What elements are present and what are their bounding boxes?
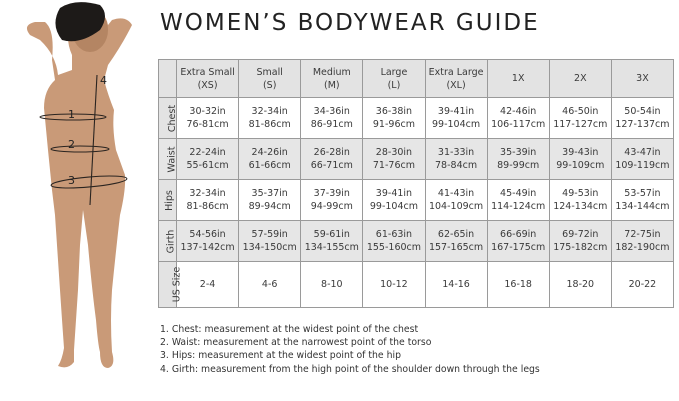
measurement-notes: 1. Chest: measurement at the widest poin…: [160, 323, 540, 376]
row-label: US Size: [158, 261, 182, 308]
table-cell: 28-30in 71-76cm: [362, 138, 426, 180]
table-cell: 32-34in 81-86cm: [175, 179, 240, 221]
marker-3: 3: [68, 174, 75, 187]
table-cell: 53-57in 134-144cm: [610, 179, 675, 221]
table-cell: 37-39in 94-99cm: [300, 179, 364, 221]
table-cell: 49-53in 124-134cm: [548, 179, 612, 221]
table-cell: 10-12: [362, 261, 426, 308]
note: 1. Chest: measurement at the widest poin…: [160, 324, 419, 335]
table-row-hips: Hips 32-34in 81-86cm 35-37in 89-94cm 37-39in 9…: [158, 179, 675, 221]
table-cell: 18-20: [548, 261, 612, 308]
table-cell: 4-6: [238, 261, 302, 308]
table-cell: 24-26in 61-66cm: [238, 138, 302, 180]
marker-1: 1: [68, 108, 75, 121]
note: 2. Waist: measurement at the narrowest p…: [160, 337, 432, 349]
hair: [55, 2, 105, 42]
table-cell: 35-37in 89-94cm: [238, 179, 302, 221]
table-cell: 22-24in 55-61cm: [175, 138, 240, 180]
table-cell: 39-43in 99-109cm: [548, 138, 612, 180]
row-label: Girth: [158, 220, 177, 262]
row-label: Waist: [158, 138, 177, 180]
measurement-lines: [39, 74, 128, 206]
table-cell: 8-10: [300, 261, 364, 308]
row-label: Hips: [158, 179, 177, 221]
table-cell: 42-46in 106-117cm: [486, 97, 550, 139]
row-label: Chest: [158, 97, 178, 139]
table-cell: 39-41in 99-104cm: [424, 97, 488, 139]
table-cell: 39-41in 99-104cm: [362, 179, 426, 221]
table-cell: 16-18: [486, 261, 550, 308]
table-cell: 32-34in 81-86cm: [238, 97, 302, 139]
header-row: Extra Small (XS) Small (S) Medium (M) Large…: [158, 59, 675, 98]
table-cell: 66-69in 167-175cm: [486, 220, 550, 262]
table-cell: 62-65in 157-165cm: [424, 220, 488, 262]
table-row-girth: Girth 54-56in 137-142cm 57-59in 134-150cm 59-…: [158, 220, 675, 262]
col-header: Medium (M): [300, 59, 364, 98]
table-cell: 45-49in 114-124cm: [486, 179, 550, 221]
col-header: 1X: [486, 59, 550, 98]
model-figure: 1 2 3 4: [26, 2, 133, 368]
marker-4: 4: [100, 74, 107, 87]
table-cell: 57-59in 134-150cm: [238, 220, 302, 262]
note: 4. Girth: measurement from the high poin…: [160, 363, 540, 375]
table-cell: 30-32in 76-81cm: [175, 97, 240, 139]
marker-2: 2: [68, 138, 75, 151]
table-cell: 46-50in 117-127cm: [548, 97, 612, 139]
col-header: Extra Small (XS): [175, 59, 240, 98]
corner-cell: [158, 59, 177, 98]
col-header: Small (S): [238, 59, 302, 98]
table-cell: 34-36in 86-91cm: [300, 97, 364, 139]
table-cell: 50-54in 127-137cm: [610, 97, 675, 139]
table-cell: 54-56in 137-142cm: [175, 220, 240, 262]
page-title: WOMEN’S BODYWEAR GUIDE: [160, 10, 540, 36]
table-cell: 61-63in 155-160cm: [362, 220, 426, 262]
size-chart-table: Extra Small (XS) Small (S) Medium (M) Large…: [158, 59, 675, 308]
col-header: 3X: [610, 59, 675, 98]
table-cell: 26-28in 66-71cm: [300, 138, 364, 180]
table-cell: 72-75in 182-190cm: [610, 220, 675, 262]
table-cell: 36-38in 91-96cm: [362, 97, 426, 139]
table-cell: 35-39in 89-99cm: [486, 138, 550, 180]
table-row-chest: Chest 30-32in 76-81cm 32-34in 81-86cm 34-36in…: [158, 97, 675, 139]
table-cell: 2-4: [175, 261, 240, 308]
table-row-waist: Waist 22-24in 55-61cm 24-26in 61-66cm 26-28in…: [158, 138, 675, 180]
table-cell: 41-43in 104-109cm: [424, 179, 488, 221]
table-cell: 20-22: [610, 261, 675, 308]
table-row-us-size: US Size 2-4 4-6 8-10 10-12 14-16 16-18 18-20 20-…: [158, 261, 675, 308]
col-header: 2X: [548, 59, 612, 98]
table-cell: 59-61in 134-155cm: [300, 220, 364, 262]
col-header: Extra Large (XL): [424, 59, 488, 98]
table-cell: 31-33in 78-84cm: [424, 138, 488, 180]
table-cell: 14-16: [424, 261, 488, 308]
col-header: Large (L): [362, 59, 426, 98]
table-cell: 43-47in 109-119cm: [610, 138, 675, 180]
table-cell: 69-72in 175-182cm: [548, 220, 612, 262]
note: 3. Hips: measurement at the widest point…: [160, 350, 401, 362]
